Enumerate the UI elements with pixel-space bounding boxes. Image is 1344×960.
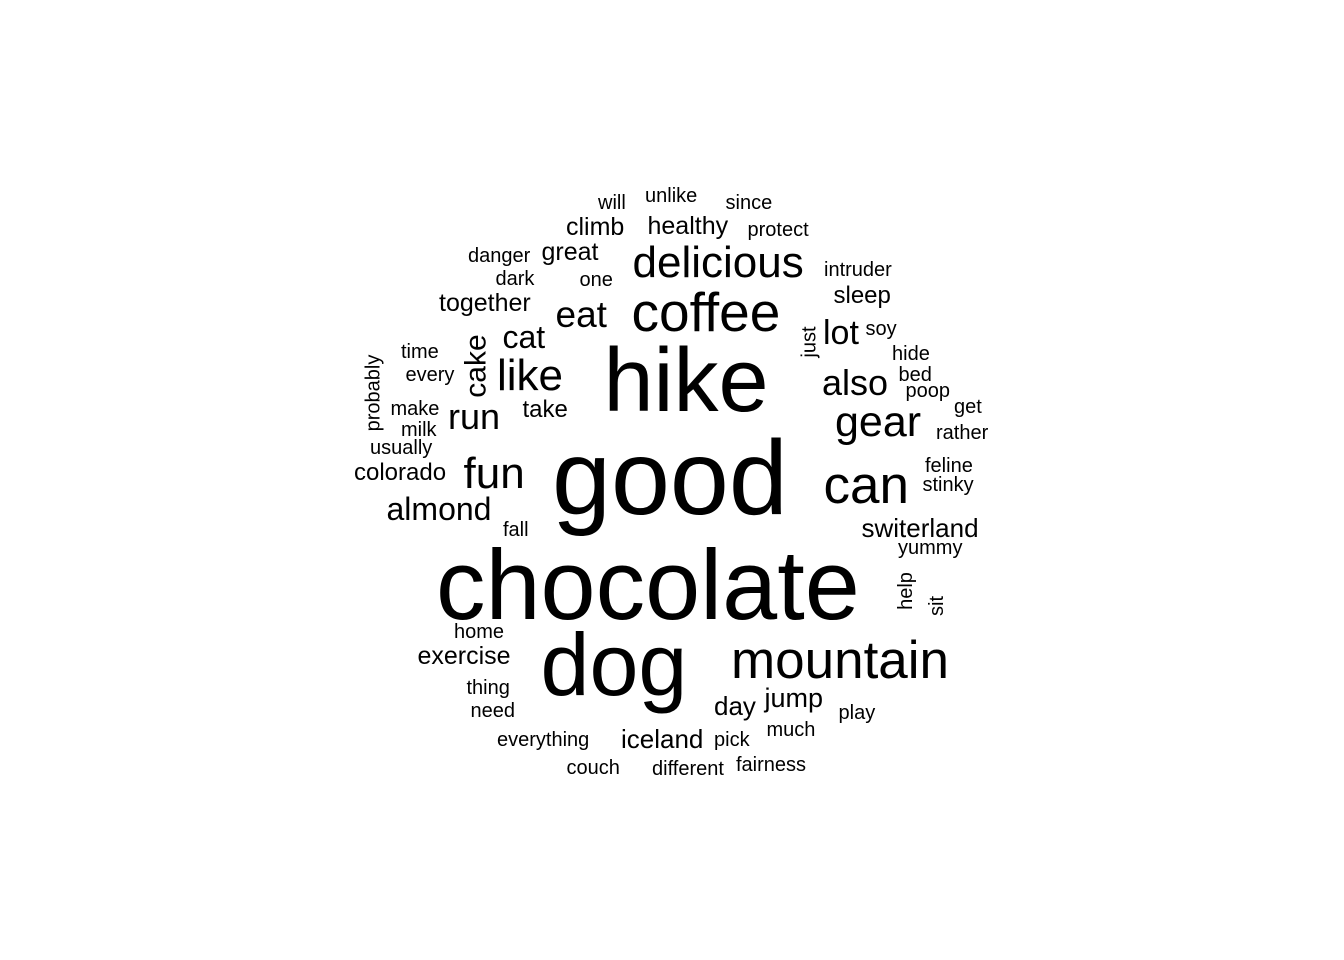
word-everything: everything <box>497 729 590 751</box>
word-gear: gear <box>835 397 922 446</box>
word-make: make <box>390 398 440 420</box>
word-good: good <box>552 419 788 537</box>
word-feline: feline <box>925 455 973 477</box>
word-healthy: healthy <box>647 211 729 240</box>
word-much: much <box>766 719 816 741</box>
word-hide: hide <box>892 343 930 365</box>
word-milk: milk <box>401 419 437 441</box>
word-cat: cat <box>502 319 546 355</box>
word-jump: jump <box>764 682 824 713</box>
word-iceland: iceland <box>621 724 704 754</box>
word-rather: rather <box>936 422 989 444</box>
word-every: every <box>405 364 455 386</box>
word-climb: climb <box>566 212 625 241</box>
word-cake: cake <box>459 334 493 398</box>
word-need: need <box>470 700 516 722</box>
word-colorado: colorado <box>354 459 447 486</box>
word-run: run <box>448 396 501 437</box>
word-chocolate: chocolate <box>436 528 860 640</box>
word-exercise: exercise <box>417 641 511 670</box>
word-since: since <box>725 192 773 214</box>
word-probably: probably <box>361 354 384 432</box>
word-yummy: yummy <box>898 537 963 559</box>
word-couch: couch <box>566 757 620 779</box>
word-coffee: coffee <box>631 280 781 343</box>
word-sleep: sleep <box>833 282 891 309</box>
word-sit: sit <box>926 596 948 616</box>
word-one: one <box>579 269 613 291</box>
word-dark: dark <box>495 268 535 290</box>
word-fairness: fairness <box>736 754 807 776</box>
word-unlike: unlike <box>645 185 698 207</box>
word-almond: almond <box>386 491 492 527</box>
word-play: play <box>838 702 876 724</box>
word-dog: dog <box>540 615 688 714</box>
word-thing: thing <box>466 677 510 699</box>
word-bed: bed <box>898 364 932 386</box>
word-hike: hike <box>603 331 769 431</box>
word-switerland: switerland <box>861 513 979 543</box>
word-also: also <box>822 362 889 403</box>
word-mountain: mountain <box>731 630 950 690</box>
word-just: just <box>798 326 821 358</box>
word-take: take <box>522 396 568 423</box>
word-different: different <box>652 758 724 780</box>
word-time: time <box>401 341 439 363</box>
word-like: like <box>497 351 564 400</box>
word-home: home <box>454 621 505 643</box>
word-will: will <box>598 192 626 214</box>
word-danger: danger <box>468 245 531 267</box>
word-together: together <box>439 288 531 317</box>
word-soy: soy <box>865 318 897 340</box>
word-help: help <box>894 572 917 610</box>
word-stinky: stinky <box>922 474 974 496</box>
word-get: get <box>954 396 982 418</box>
word-fun: fun <box>463 449 525 498</box>
word-day: day <box>714 691 756 721</box>
word-fall: fall <box>503 519 529 541</box>
word-pick: pick <box>714 729 750 751</box>
word-lot: lot <box>823 314 859 352</box>
word-delicious: delicious <box>632 238 804 287</box>
word-poop: poop <box>905 380 951 402</box>
word-intruder: intruder <box>824 259 892 281</box>
word-protect: protect <box>747 219 809 241</box>
word-great: great <box>541 237 599 266</box>
word-eat: eat <box>555 293 607 335</box>
word-can: can <box>823 455 909 515</box>
word-usually: usually <box>370 437 433 459</box>
